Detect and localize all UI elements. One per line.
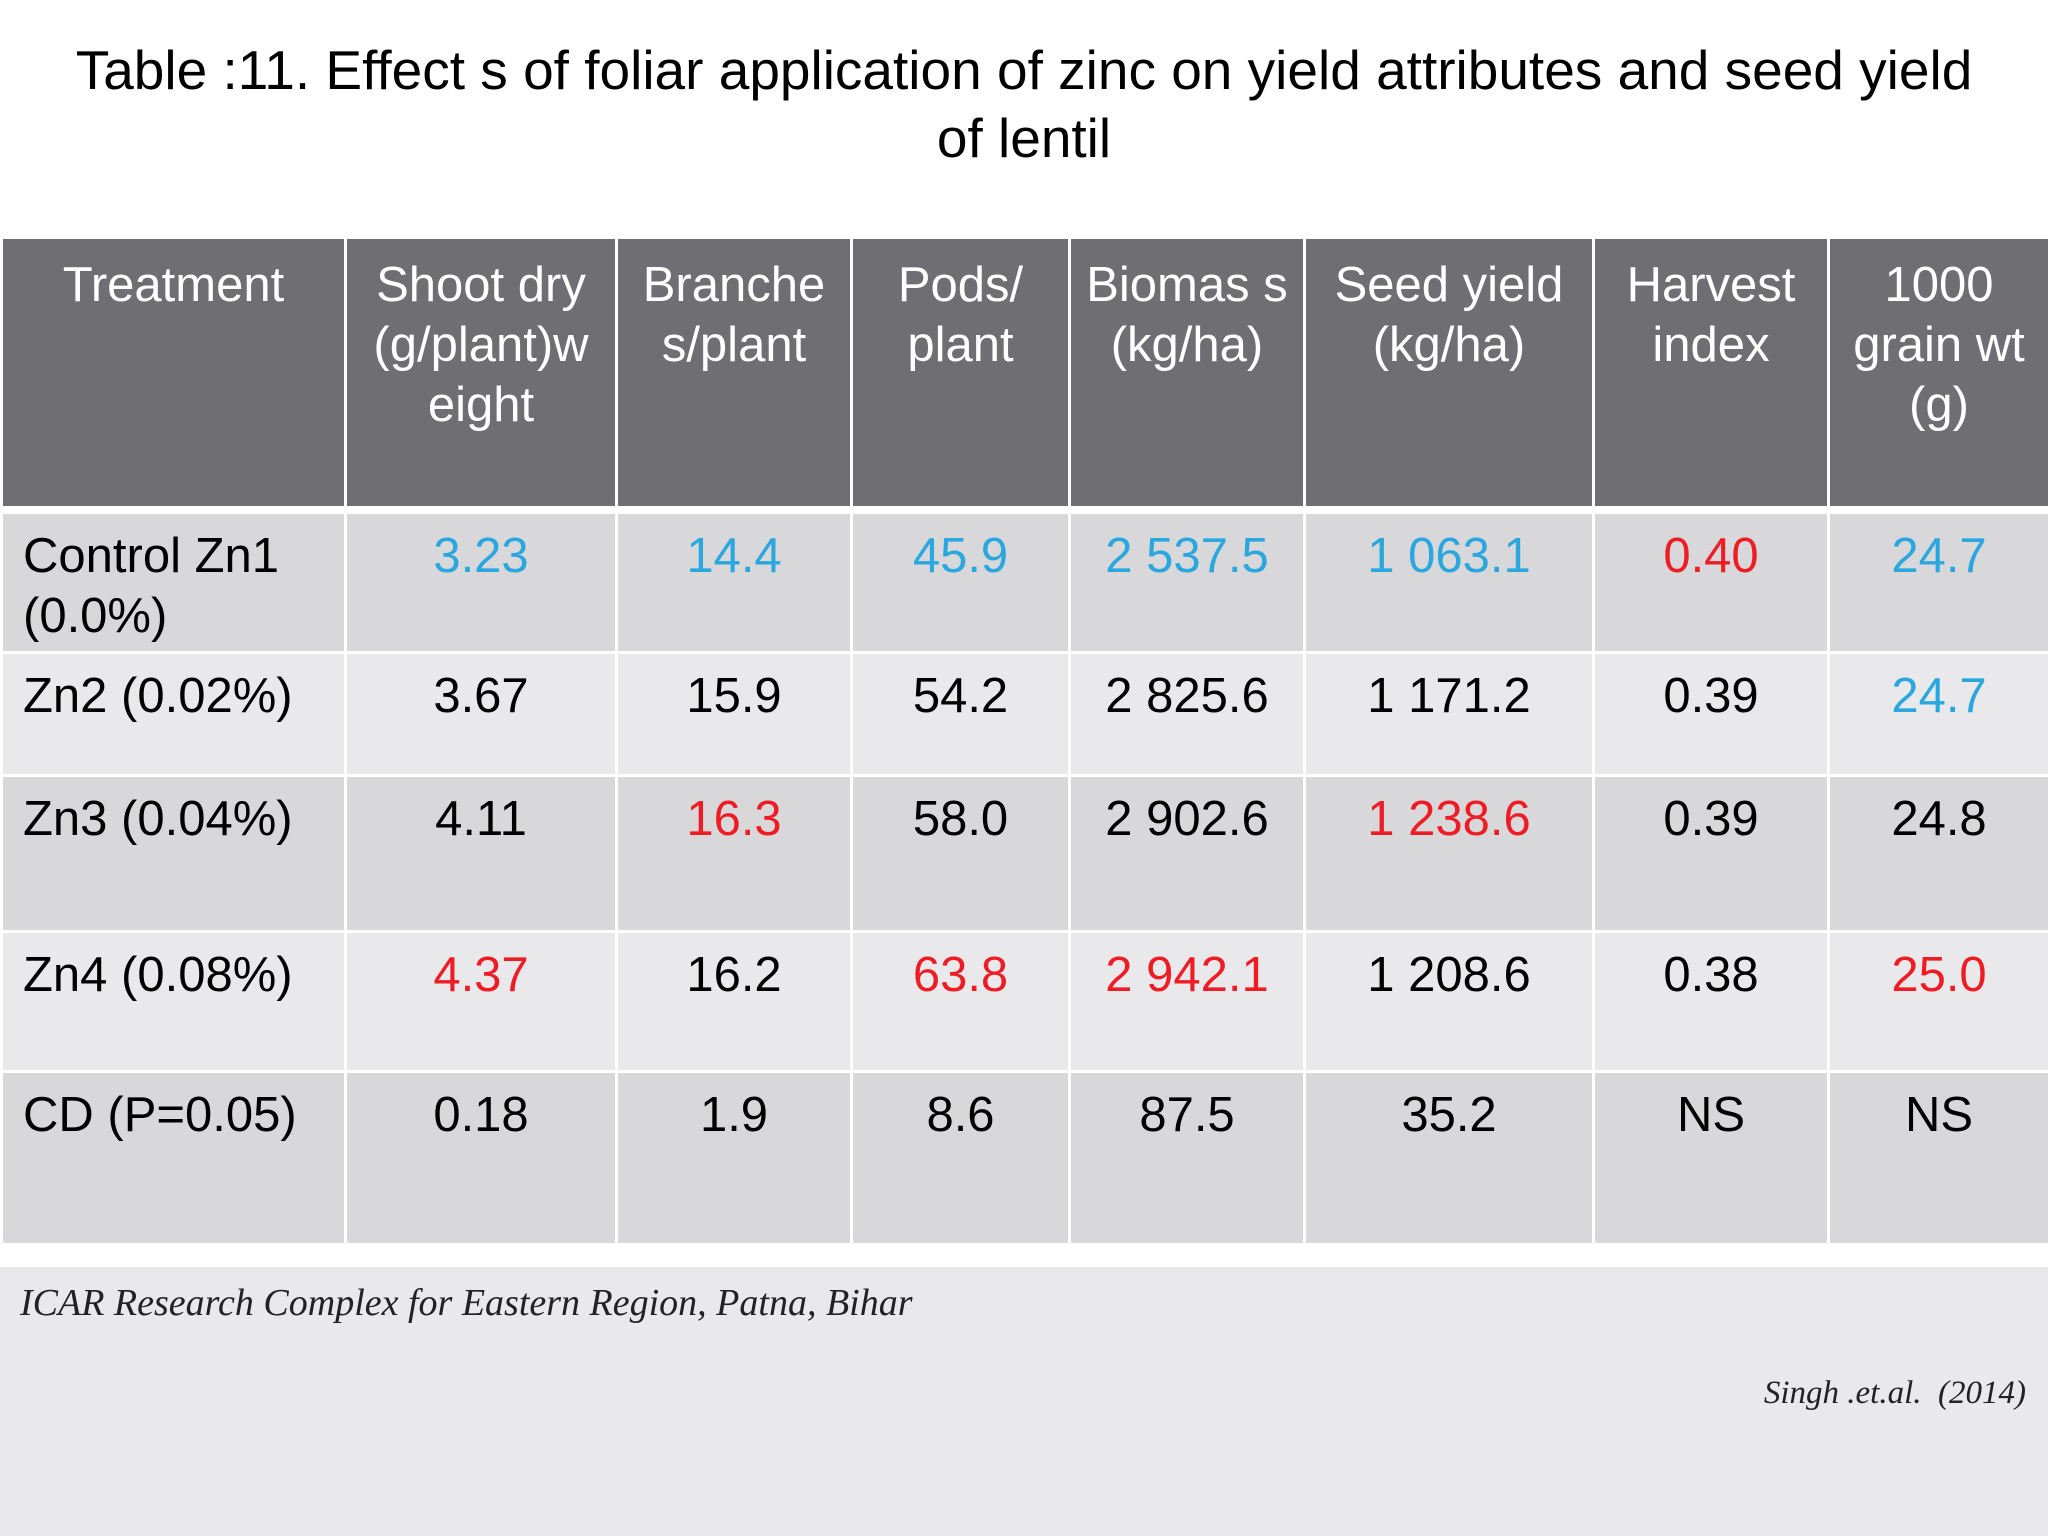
table-cell: 0.40: [1592, 508, 1830, 654]
table-row: Zn3 (0.04%) 4.11 16.3 58.0 2 902.6 1 238…: [0, 773, 2048, 933]
table-cell: 35.2: [1303, 1069, 1595, 1246]
table-cell: 4.11: [344, 773, 618, 933]
table-row: Zn2 (0.02%) 3.67 15.9 54.2 2 825.6 1 171…: [0, 650, 2048, 777]
table-cell: 4.37: [344, 929, 618, 1073]
table-cell: NS: [1592, 1069, 1830, 1246]
table-cell: 16.2: [615, 929, 853, 1073]
table-cell: 24.7: [1827, 650, 2048, 777]
table-cell: 2 942.1: [1068, 929, 1306, 1073]
column-header: 1000 grain wt (g): [1827, 239, 2048, 510]
table-cell: 1 238.6: [1303, 773, 1595, 933]
source-note: ICAR Research Complex for Eastern Region…: [20, 1282, 913, 1324]
row-label: Zn3 (0.04%): [0, 773, 347, 933]
table-cell: 2 825.6: [1068, 650, 1306, 777]
row-label: Control Zn1 (0.0%): [0, 508, 347, 654]
table-cell: 58.0: [850, 773, 1071, 933]
citation: Singh .et.al. (2014): [1763, 1375, 2026, 1411]
footer-panel: ICAR Research Complex for Eastern Region…: [0, 1267, 2048, 1536]
table-cell: 0.38: [1592, 929, 1830, 1073]
table-cell: 0.18: [344, 1069, 618, 1246]
table-row: Zn4 (0.08%) 4.37 16.2 63.8 2 942.1 1 208…: [0, 929, 2048, 1073]
column-header: Treatment: [0, 239, 347, 510]
column-header: Seed yield (kg/ha): [1303, 239, 1595, 510]
table-cell: 15.9: [615, 650, 853, 777]
table-cell: 87.5: [1068, 1069, 1306, 1246]
table-cell: 2 537.5: [1068, 508, 1306, 654]
data-table: Treatment Shoot dry (g/plant)w eight Bra…: [0, 239, 2048, 1246]
table-cell: 54.2: [850, 650, 1071, 777]
header-row: Treatment Shoot dry (g/plant)w eight Bra…: [0, 239, 2048, 510]
column-header: Harvest index: [1592, 239, 1830, 510]
title-line-1: Table :11. Effect s of foliar applicatio…: [75, 39, 1973, 101]
table-row: Control Zn1 (0.0%) 3.23 14.4 45.9 2 537.…: [0, 508, 2048, 654]
table-cell: 1 171.2: [1303, 650, 1595, 777]
table-cell: 1.9: [615, 1069, 853, 1246]
table-cell: 1 208.6: [1303, 929, 1595, 1073]
title-line-2: of lentil: [936, 107, 1112, 169]
page-title: Table :11. Effect s of foliar applicatio…: [0, 36, 2048, 172]
table-cell: 2 902.6: [1068, 773, 1306, 933]
table-cell: 14.4: [615, 508, 853, 654]
table-cell: 3.23: [344, 508, 618, 654]
table-cell: 25.0: [1827, 929, 2048, 1073]
row-label: CD (P=0.05): [0, 1069, 347, 1246]
table-cell: NS: [1827, 1069, 2048, 1246]
table-cell: 1 063.1: [1303, 508, 1595, 654]
table-row: CD (P=0.05) 0.18 1.9 8.6 87.5 35.2 NS NS: [0, 1069, 2048, 1246]
row-label: Zn4 (0.08%): [0, 929, 347, 1073]
column-header: Pods/ plant: [850, 239, 1071, 510]
column-header: Biomas s (kg/ha): [1068, 239, 1306, 510]
table-cell: 0.39: [1592, 650, 1830, 777]
table-cell: 8.6: [850, 1069, 1071, 1246]
table-cell: 24.8: [1827, 773, 2048, 933]
table-cell: 24.7: [1827, 508, 2048, 654]
column-header: Shoot dry (g/plant)w eight: [344, 239, 618, 510]
row-label: Zn2 (0.02%): [0, 650, 347, 777]
table-cell: 45.9: [850, 508, 1071, 654]
table-cell: 0.39: [1592, 773, 1830, 933]
table-cell: 16.3: [615, 773, 853, 933]
table-cell: 3.67: [344, 650, 618, 777]
column-header: Branche s/plant: [615, 239, 853, 510]
table-cell: 63.8: [850, 929, 1071, 1073]
